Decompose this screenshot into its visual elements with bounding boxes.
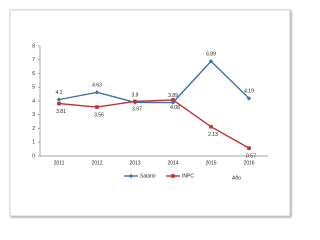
y-tick-label: 2 xyxy=(32,126,35,132)
x-tick-label: 2015 xyxy=(205,160,216,166)
legend-marker xyxy=(171,174,175,178)
x-tick-label: 2012 xyxy=(91,160,102,166)
chart-frame xyxy=(9,9,291,217)
data-label: 3.81 xyxy=(56,109,66,115)
point xyxy=(94,90,100,95)
data-label: 2.13 xyxy=(208,132,218,138)
chart: Año 0 1 2 3 4 5 6 7 8 2011 2012 2013 2014 2015 2016 4.1… xyxy=(9,9,291,217)
data-label: 6.89 xyxy=(206,52,216,58)
data-label: 3.9 xyxy=(132,93,139,99)
point xyxy=(133,99,137,104)
page: Año 0 1 2 3 4 5 6 7 8 2011 2012 2013 2014 2015 2016 4.1… xyxy=(9,9,291,217)
data-label: 4.08 xyxy=(170,105,180,111)
y-tick-label: 3 xyxy=(32,112,35,118)
point xyxy=(171,98,175,102)
point xyxy=(57,101,61,106)
data-label: 4.63 xyxy=(92,83,102,89)
legend-label: Salario xyxy=(140,173,156,179)
x-tick-label: 2011 xyxy=(54,160,65,166)
data-label: 3.56 xyxy=(94,112,104,118)
data-label: 4.1 xyxy=(56,90,63,96)
y-tick-label: 1 xyxy=(32,140,35,146)
point xyxy=(56,97,62,102)
y-tick-label: 7 xyxy=(32,57,35,63)
y-tick-label: 5 xyxy=(32,85,35,91)
legend-label: INPC xyxy=(182,173,194,179)
y-tick-label: 4 xyxy=(32,98,35,104)
point xyxy=(95,105,99,109)
series-line xyxy=(58,99,250,149)
legend-marker xyxy=(128,173,134,179)
data-label: 4.19 xyxy=(244,89,254,95)
point xyxy=(170,100,176,105)
x-tick-label: 2016 xyxy=(243,160,254,166)
data-label: 0.57 xyxy=(246,153,256,159)
point xyxy=(208,59,214,64)
y-tick-label: 6 xyxy=(32,71,35,77)
data-label: 3.97 xyxy=(132,107,142,113)
point xyxy=(209,124,213,129)
series-line xyxy=(58,60,250,104)
y-tick-label: 8 xyxy=(32,43,35,49)
data-label: 3.89 xyxy=(168,93,178,99)
x-axis-label: Año xyxy=(232,175,241,181)
x-tick-label: 2014 xyxy=(167,160,178,166)
x-tick-label: 2013 xyxy=(129,160,140,166)
y-tick-label: 0 xyxy=(32,153,35,159)
point xyxy=(246,96,252,101)
point xyxy=(247,146,251,150)
